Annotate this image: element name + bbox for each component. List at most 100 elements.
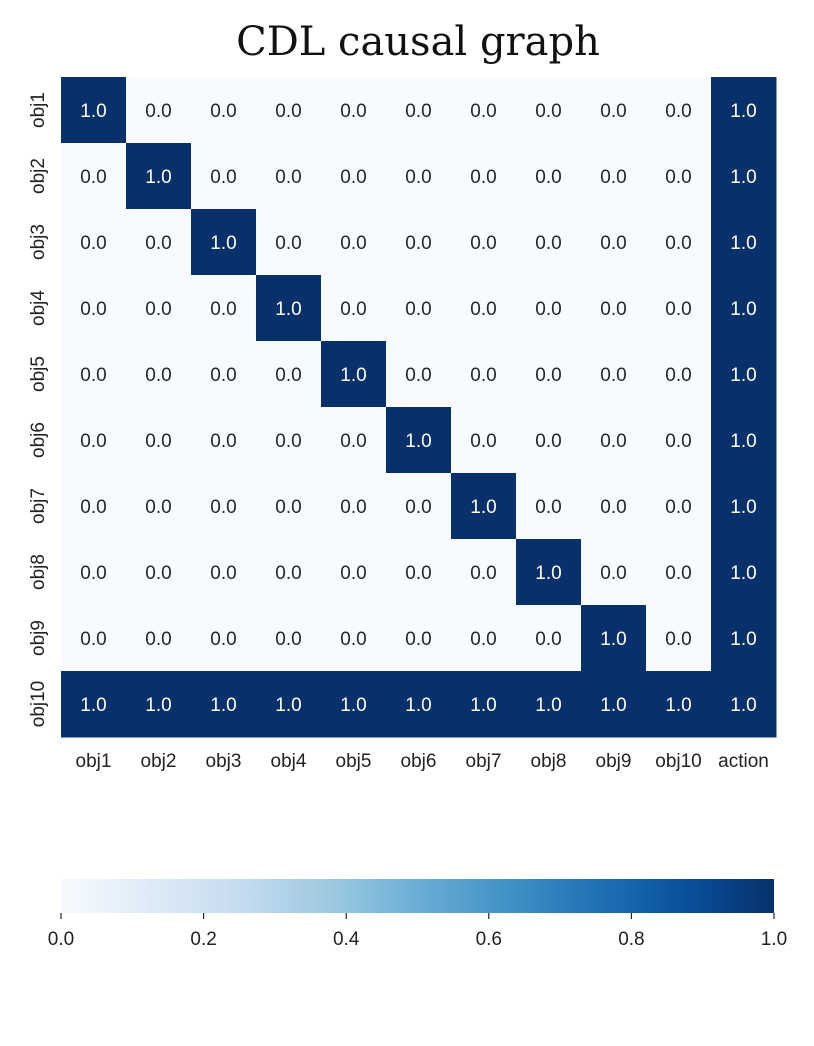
cell-value-label: 1.0 (730, 233, 756, 254)
cell-value-label: 0.0 (80, 629, 106, 650)
heatmap-cell (386, 275, 452, 342)
heatmap-cell (321, 671, 387, 738)
heatmap-cell (61, 605, 127, 672)
heatmap-cell (711, 275, 777, 342)
cell-value-label: 1.0 (600, 629, 626, 650)
cell-value-label: 0.0 (275, 233, 301, 254)
heatmap-cell (711, 341, 777, 408)
heatmap-cell (451, 539, 517, 606)
y-axis-ticks: obj1 obj2 obj3 obj4 obj5 obj6 obj7 obj8 obj9 obj1… (28, 92, 49, 727)
heatmap-cell (581, 407, 647, 474)
cell-value-label: 0.0 (340, 101, 366, 122)
heatmap-cell (191, 605, 257, 672)
heatmap-cell (191, 407, 257, 474)
heatmap-cell (321, 473, 387, 540)
cell-value-label: 0.0 (340, 167, 366, 188)
heatmap-cell (516, 473, 582, 540)
cell-value-label: 0.0 (80, 233, 106, 254)
heatmap-cell (646, 605, 712, 672)
y-tick-label: obj9 (28, 620, 49, 656)
cell-value-label: 1.0 (275, 299, 301, 320)
colorbar-tick-label: 0.2 (190, 929, 216, 950)
heatmap-cell (581, 275, 647, 342)
cell-value-label: 1.0 (730, 299, 756, 320)
cell-value-label: 0.0 (535, 233, 561, 254)
cell-value-label: 1.0 (210, 233, 236, 254)
colorbar-tick-label: 0.6 (476, 929, 502, 950)
y-tick-label: obj8 (28, 554, 49, 590)
cell-value-label: 0.0 (470, 563, 496, 584)
heatmap-cell (646, 407, 712, 474)
colorbar-tick-label: 0.4 (333, 929, 360, 950)
heatmap-cell (646, 341, 712, 408)
x-tick-label: obj7 (466, 751, 502, 772)
cell-value-label: 0.0 (600, 365, 626, 386)
y-tick-label: obj2 (28, 158, 49, 194)
cell-value-label: 0.0 (340, 233, 366, 254)
heatmap-cell (646, 671, 712, 738)
cell-value-label: 0.0 (665, 629, 691, 650)
cell-value-label: 1.0 (730, 563, 756, 584)
y-tick-label: obj4 (28, 290, 49, 326)
heatmap-cell (386, 341, 452, 408)
x-tick-label: obj8 (531, 751, 567, 772)
x-tick-label: obj1 (76, 751, 112, 772)
heatmap-cell (646, 143, 712, 210)
cell-value-label: 1.0 (730, 167, 756, 188)
heatmap-cell (126, 539, 192, 606)
heatmap-cell (256, 473, 322, 540)
heatmap-cell (581, 539, 647, 606)
cell-value-label: 1.0 (730, 101, 756, 122)
cell-value-label: 1.0 (600, 695, 626, 716)
heatmap-cell (191, 341, 257, 408)
cell-value-label: 0.0 (665, 233, 691, 254)
heatmap-cell (711, 407, 777, 474)
cell-value-label: 0.0 (405, 101, 431, 122)
heatmap-cell (321, 341, 387, 408)
cell-value-label: 0.0 (470, 101, 496, 122)
heatmap-cell (516, 143, 582, 210)
y-tick-label: obj10 (28, 681, 49, 728)
cell-value-label: 0.0 (535, 365, 561, 386)
heatmap-cell (126, 671, 192, 738)
cell-value-label: 0.0 (405, 299, 431, 320)
cell-value-label: 0.0 (535, 299, 561, 320)
cell-value-label: 1.0 (665, 695, 691, 716)
cell-value-label: 0.0 (665, 167, 691, 188)
x-tick-label: obj5 (336, 751, 372, 772)
heatmap-cell (191, 77, 257, 144)
heatmap-cell (126, 209, 192, 276)
cell-value-label: 1.0 (730, 365, 756, 386)
heatmap-cell (321, 275, 387, 342)
heatmap-cell (321, 539, 387, 606)
heatmap-cell (61, 473, 127, 540)
cell-value-label: 0.0 (80, 299, 106, 320)
cell-value-label: 0.0 (145, 497, 171, 518)
heatmap-cell (451, 341, 517, 408)
heatmap-cell (386, 473, 452, 540)
heatmap-cell (711, 671, 777, 738)
heatmap-cell (256, 275, 322, 342)
cell-value-label: 0.0 (145, 233, 171, 254)
heatmap-cell (581, 473, 647, 540)
cell-value-label: 0.0 (470, 299, 496, 320)
cell-value-label: 0.0 (275, 629, 301, 650)
cell-value-label: 1.0 (275, 695, 301, 716)
cell-value-label: 0.0 (600, 563, 626, 584)
heatmap-cell (256, 341, 322, 408)
heatmap-cell (516, 605, 582, 672)
cell-value-label: 0.0 (275, 563, 301, 584)
cell-value-label: 0.0 (600, 233, 626, 254)
cell-value-label: 0.0 (340, 497, 366, 518)
heatmap-cell (581, 671, 647, 738)
heatmap-cell (256, 143, 322, 210)
heatmap-cell (256, 539, 322, 606)
heatmap-cell (646, 473, 712, 540)
cell-value-label: 0.0 (80, 497, 106, 518)
heatmap-cell (61, 671, 127, 738)
cell-value-label: 0.0 (405, 365, 431, 386)
heatmap-cell (451, 473, 517, 540)
heatmap-cell (256, 407, 322, 474)
cell-value-label: 0.0 (535, 629, 561, 650)
cell-value-label: 0.0 (535, 101, 561, 122)
